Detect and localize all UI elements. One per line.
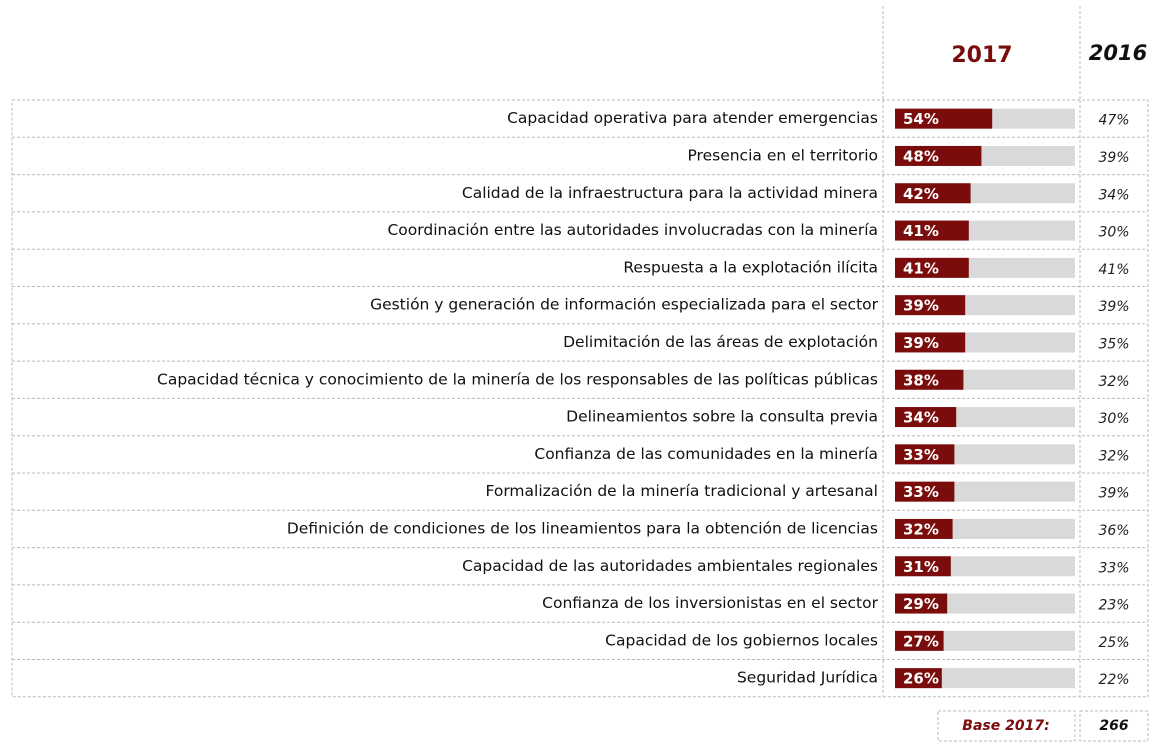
bar (895, 369, 964, 390)
data-label: 38% (903, 371, 939, 389)
category-label: Coordinación entre las autoridades invol… (387, 221, 878, 239)
data-label-2016: 41% (1098, 262, 1129, 278)
data-label-2016: 23% (1098, 598, 1129, 614)
series-header: 2016 (1089, 41, 1147, 65)
data-label-2016: 22% (1098, 672, 1129, 688)
category-label: Capacidad técnica y conocimiento de la m… (157, 370, 878, 388)
bar (895, 332, 966, 353)
category-label: Calidad de la infraestructura para la ac… (462, 184, 878, 202)
bar (895, 518, 953, 539)
data-label: 39% (903, 334, 939, 352)
category-label: Capacidad de las autoridades ambientales… (462, 557, 878, 575)
data-label-2016: 30% (1098, 225, 1129, 241)
data-label-2016: 39% (1098, 150, 1129, 166)
data-label: 48% (903, 147, 939, 165)
data-label-2016: 32% (1098, 374, 1129, 390)
data-label-2016: 47% (1098, 113, 1129, 129)
category-label: Respuesta a la explotación ilícita (623, 258, 878, 276)
data-label-2016: 30% (1098, 411, 1129, 427)
data-label: 32% (903, 520, 939, 538)
data-label-2016: 35% (1098, 336, 1129, 352)
base-box (937, 710, 1076, 742)
bar (895, 257, 969, 278)
bar (895, 407, 957, 428)
base-label: Base 2017: (962, 718, 1049, 734)
category-label: Presencia en el territorio (687, 146, 878, 164)
bar (895, 556, 951, 577)
base-box (1079, 710, 1149, 742)
data-label: 26% (903, 670, 939, 688)
bar (895, 630, 944, 651)
category-label: Confianza de los inversionistas en el se… (542, 594, 878, 612)
data-label: 31% (903, 558, 939, 576)
data-label: 29% (903, 595, 939, 613)
bar (895, 145, 982, 166)
data-label-2016: 32% (1098, 448, 1129, 464)
data-label-2016: 33% (1098, 560, 1129, 576)
data-label: 33% (903, 483, 939, 501)
data-label: 42% (903, 185, 939, 203)
category-label: Delineamientos sobre la consulta previa (566, 408, 878, 426)
data-label: 34% (903, 409, 939, 427)
bar (895, 183, 971, 204)
data-label-2016: 36% (1098, 523, 1129, 539)
base-value: 266 (1099, 718, 1128, 734)
category-label: Confianza de las comunidades en la miner… (534, 445, 878, 463)
category-label: Gestión y generación de información espe… (370, 296, 879, 314)
data-label-2016: 25% (1098, 635, 1129, 651)
data-label: 54% (903, 110, 939, 128)
data-label: 27% (903, 632, 939, 650)
data-label: 33% (903, 446, 939, 464)
category-label: Capacidad operativa para atender emergen… (507, 109, 878, 127)
bar (895, 220, 969, 241)
category-label: Formalización de la minería tradicional … (485, 482, 878, 500)
category-label: Definición de condiciones de los lineami… (287, 519, 878, 537)
data-label: 41% (903, 259, 939, 277)
bar (895, 593, 948, 614)
bar (895, 668, 942, 689)
series-header: 2017 (951, 43, 1012, 68)
data-label: 41% (903, 222, 939, 240)
data-label: 39% (903, 297, 939, 315)
bar (895, 481, 955, 502)
category-label: Capacidad de los gobiernos locales (605, 631, 878, 649)
category-label: Delimitación de las áreas de explotación (563, 333, 878, 351)
data-label-2016: 39% (1098, 486, 1129, 502)
bar (895, 108, 993, 129)
bar (895, 295, 966, 316)
bar (895, 444, 955, 465)
data-label-2016: 34% (1098, 187, 1129, 203)
data-label-2016: 39% (1098, 299, 1129, 315)
category-label: Seguridad Jurídica (737, 669, 878, 687)
